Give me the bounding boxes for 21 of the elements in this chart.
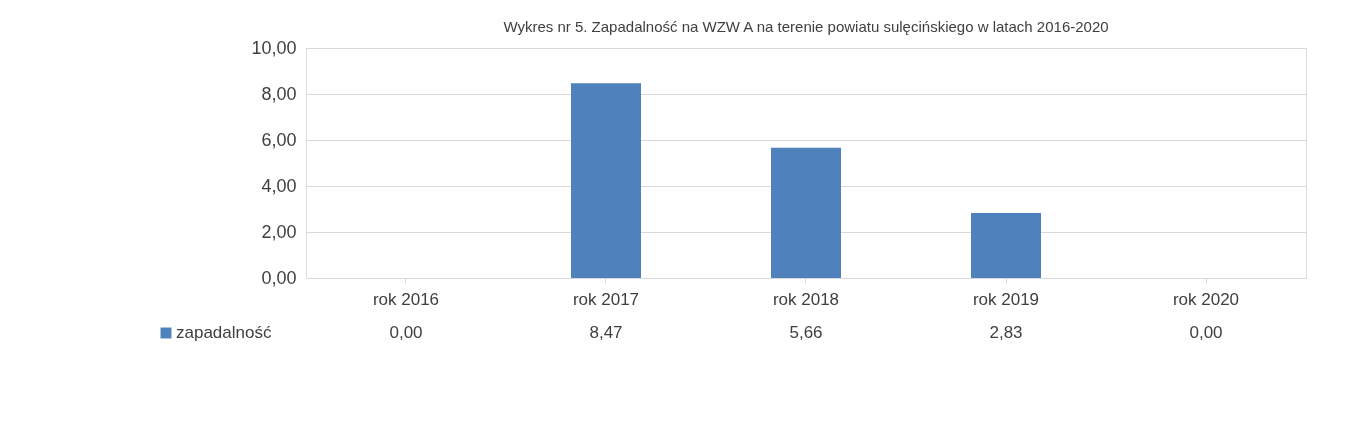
y-tick-label: 4,00 <box>261 175 297 196</box>
bar <box>771 147 841 278</box>
x-tick-label: rok 2016 <box>372 289 440 309</box>
y-tick-label: 0,00 <box>261 267 297 288</box>
data-label: 2,83 <box>989 323 1023 342</box>
data-label: 0,00 <box>389 323 423 342</box>
bar <box>971 212 1041 278</box>
data-label: 0,00 <box>1189 323 1223 342</box>
y-tick-label: 2,00 <box>261 221 297 242</box>
x-tick-label: rok 2019 <box>972 289 1040 309</box>
y-tick-label: 6,00 <box>261 129 297 150</box>
bar <box>571 83 641 278</box>
data-label: 5,66 <box>789 323 823 342</box>
x-tick-label: rok 2017 <box>572 289 640 309</box>
y-tick-label: 10,00 <box>251 37 297 58</box>
legend-label: zapadalność <box>176 323 272 342</box>
data-label: 8,47 <box>589 323 623 342</box>
x-tick-label: rok 2018 <box>772 289 840 309</box>
chart-title: Wykres nr 5. Zapadalność na WZW A na terenie powiatu sulęcińskiego w latach 2016-2020 <box>503 18 1109 35</box>
x-tick-label: rok 2020 <box>1172 289 1240 309</box>
y-tick-label: 8,00 <box>261 83 297 104</box>
